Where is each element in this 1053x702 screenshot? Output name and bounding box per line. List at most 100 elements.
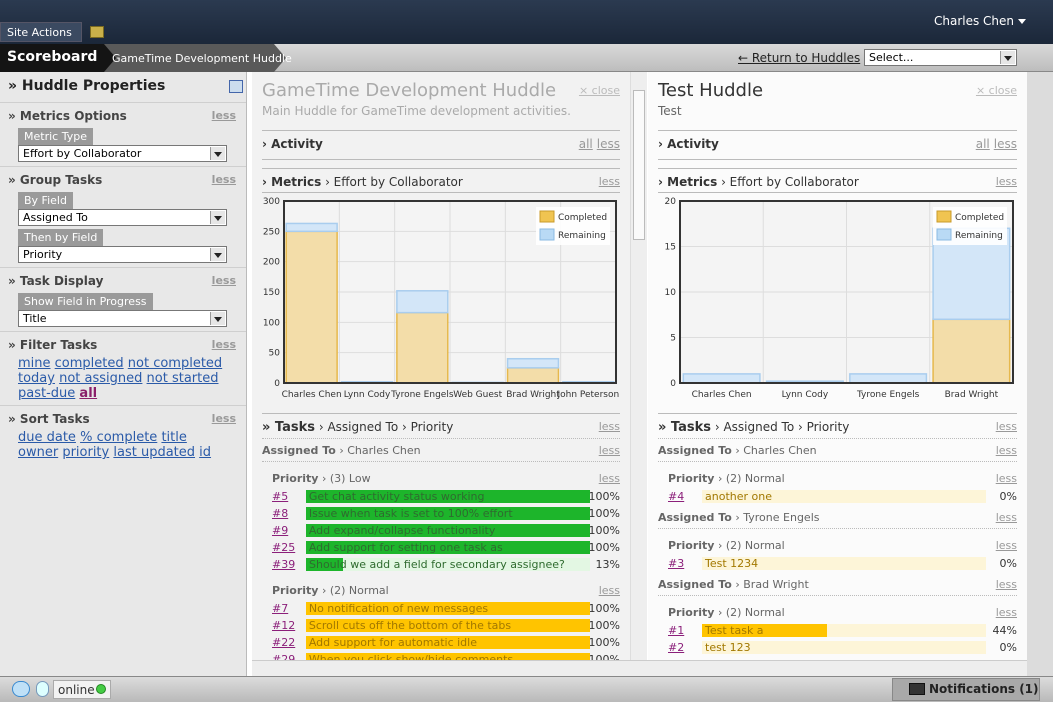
task-title[interactable]: Should we add a field for secondary assi… [309,558,565,571]
task-id[interactable]: #25 [272,541,296,554]
toggle-link[interactable]: less [995,578,1017,591]
filter-link[interactable]: not assigned [59,371,143,386]
legend-swatch [539,210,555,223]
task-title[interactable]: Scroll cuts off the bottom of the tabs [308,619,512,632]
task-id[interactable]: #5 [272,490,289,503]
task-title[interactable]: Test 1234 [705,557,759,570]
filter-link[interactable]: past-due [18,386,76,401]
filter-link[interactable]: all [79,386,98,401]
priority-value: › (3) Low [321,472,371,485]
filter-link[interactable]: due date [18,430,76,445]
field-select[interactable]: Assigned To [18,209,227,226]
toggle-link[interactable]: less [211,173,236,186]
progress-track: Test task a [702,624,986,637]
collapse-button[interactable] [229,80,243,93]
task-id[interactable]: #29 [272,653,296,660]
toggle-link[interactable]: less [598,444,620,457]
task-title[interactable]: Get chat activity status working [308,490,485,503]
x-tick-label: Charles Chen [282,390,342,400]
toggle-link[interactable]: less [598,420,620,433]
toggle-link[interactable]: less [993,137,1017,151]
toggle-link[interactable]: less [596,137,620,151]
task-id[interactable]: #2 [668,641,685,654]
filter-link[interactable]: % complete [80,430,158,445]
task-title[interactable]: Add expand/collapse functionality [308,524,496,537]
task-title[interactable]: test 123 [705,641,751,654]
notifications[interactable] [892,678,1040,701]
task-id[interactable]: #39 [272,558,296,571]
toggle-link[interactable]: less [211,412,236,425]
task-title[interactable]: another one [705,490,772,503]
y-tick-label: 200 [263,258,280,268]
filter-link[interactable]: not completed [127,356,223,371]
field-select[interactable]: Title [18,310,227,327]
priority-value: › (2) Normal [717,539,785,552]
filter-link[interactable]: owner [18,445,59,460]
close-link[interactable]: × close [578,84,620,97]
task-id[interactable]: #12 [272,619,296,632]
task-id[interactable]: #3 [668,557,685,570]
task-title[interactable]: Issue when task is set to 100% effort [308,507,513,520]
filter-link[interactable]: title [161,430,187,445]
task-title[interactable]: Test task a [705,624,764,637]
filter-link[interactable]: last updated [113,445,196,460]
filter-link[interactable]: mine [18,356,51,371]
filter-link[interactable]: id [199,445,212,460]
user-menu[interactable]: Charles Chen [934,14,1015,28]
progress-track: Add support for setting one task as [305,541,590,554]
toggle-link[interactable]: less [598,584,620,597]
field-select[interactable]: Effort by Collaborator [18,145,227,162]
huddle-select[interactable]: Select... [864,49,1017,66]
toggle-link[interactable]: less [995,420,1017,433]
task-title[interactable]: Add support for setting one task as [308,541,503,554]
toggle-link[interactable]: less [598,175,620,188]
chat-icon[interactable] [12,681,30,697]
toggle-link[interactable]: all [975,137,990,151]
site-actions[interactable]: Site Actions [0,22,82,42]
toggle-link[interactable]: less [995,511,1017,524]
toggle-link[interactable]: less [995,175,1017,188]
filter-link[interactable]: today [18,371,55,386]
progress-track: another one [702,490,986,503]
toggle-link[interactable]: less [211,109,236,122]
filter-link[interactable]: priority [62,445,110,460]
task-id[interactable]: #9 [272,524,289,537]
progress-fill [305,636,590,649]
progress-fill [305,541,590,554]
folder-icon[interactable] [90,26,104,38]
task-id[interactable]: #7 [272,602,289,615]
toggle-link[interactable]: all [578,137,593,151]
plot-border [283,200,617,384]
filter-link[interactable]: not started [146,371,219,386]
v-scrollbar[interactable] [630,72,647,660]
progress-track: Scroll cuts off the bottom of the tabs [305,619,590,632]
toggle-link[interactable]: less [995,472,1017,485]
task-id[interactable]: #1 [668,624,685,637]
priority-header: Priority › (2) Normal less [262,574,620,601]
task-title[interactable]: No notification of new messages [308,602,489,615]
idea-icon[interactable] [36,681,49,697]
task-percent: 0% [999,641,1017,654]
close-link[interactable]: × close [975,84,1017,97]
group-value: › Tyrone Engels [735,511,820,524]
toggle-link[interactable]: less [995,606,1017,619]
task-title[interactable]: When you click show/hide comments, [308,653,517,660]
notifications-label: Notifications (1) [929,682,1039,696]
section-subtitle: › Assigned To › Priority [318,420,454,434]
return-link[interactable]: ← Return to Huddles [738,51,861,65]
panel-description: Main Huddle for GameTime development act… [262,104,571,118]
h-scrollbar[interactable] [252,660,1027,676]
task-id[interactable]: #8 [272,507,289,520]
toggle-link[interactable]: less [211,274,236,287]
field-select[interactable]: Priority [18,246,227,263]
task-id[interactable]: #4 [668,490,685,503]
filter-link[interactable]: completed [54,356,124,371]
toggle-link[interactable]: less [211,338,236,351]
toggle-link[interactable]: less [995,539,1017,552]
toggle-link[interactable]: less [995,444,1017,457]
crumb-root[interactable]: Scoreboard [7,49,98,65]
task-title[interactable]: Add support for automatic idle [308,636,477,649]
task-id[interactable]: #22 [272,636,296,649]
metrics-header: › Metrics › Effort by Collaborator less [262,168,620,193]
toggle-link[interactable]: less [598,472,620,485]
